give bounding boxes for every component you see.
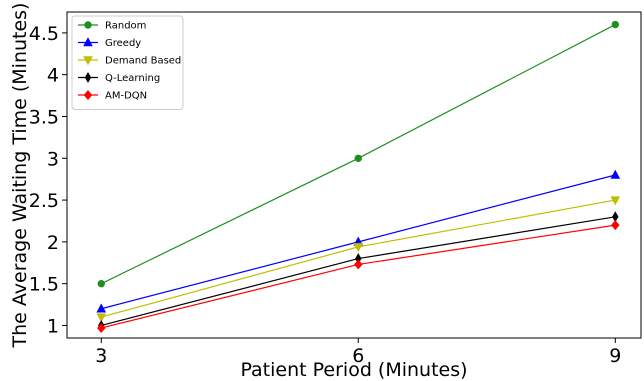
legend-entry-q-learning: Q-Learning [78, 72, 160, 84]
x-tick-label: 3 [95, 345, 107, 367]
legend-label: Greedy [105, 38, 141, 49]
legend-entry-am-dqn: AM-DQN [78, 90, 147, 102]
series-random [97, 20, 619, 288]
y-tick-label: 2 [47, 232, 59, 254]
legend-marker [83, 37, 93, 47]
legend-entry-demand-based: Demand Based [78, 56, 181, 67]
x-axis-ticks: 3 6 9 [95, 338, 621, 367]
legend-marker [84, 21, 92, 29]
data-point-am-dqn [97, 323, 106, 333]
y-tick-label: 3 [47, 148, 59, 170]
x-axis-label: Patient Period (Minutes) [240, 359, 467, 381]
data-point-demand-based [353, 243, 364, 253]
data-point-am-dqn [354, 259, 363, 270]
legend-marker [84, 72, 92, 83]
data-point-random [97, 279, 105, 288]
y-tick-label: 2.5 [29, 190, 59, 212]
y-tick-label: 3.5 [29, 106, 59, 128]
legend-label: Random [105, 21, 146, 32]
data-point-demand-based [96, 313, 107, 323]
y-axis-ticks: 1 1.5 2 2.5 3 3.5 4 4.5 [29, 23, 67, 337]
data-point-random [354, 154, 362, 162]
series-am-dqn [97, 220, 620, 333]
x-tick-label: 9 [609, 345, 621, 367]
data-point-random [611, 20, 619, 29]
legend-label: Q-Learning [105, 73, 160, 84]
data-point-am-dqn [611, 220, 620, 231]
legend-entry-random: Random [78, 21, 146, 32]
series-demand-based [96, 196, 621, 323]
x-tick-label: 6 [352, 345, 364, 367]
legend-marker [83, 56, 93, 66]
y-tick-label: 1.5 [29, 274, 59, 296]
legend-marker [83, 90, 93, 100]
legend-entry-greedy: Greedy [78, 37, 141, 49]
y-tick-label: 4.5 [29, 23, 59, 45]
y-tick-label: 1 [47, 315, 59, 337]
legend-label: Demand Based [105, 56, 181, 67]
plot-area-frame [66, 11, 642, 339]
data-point-demand-based [610, 196, 621, 206]
legend: Random Greedy Demand Based Q-Learning AM-DQN [71, 15, 184, 110]
y-axis-label: The Average Waiting Time (Minutes) [9, 3, 31, 349]
y-tick-label: 4 [47, 65, 59, 87]
legend-label: AM-DQN [105, 91, 147, 102]
legend-box [71, 15, 184, 110]
data-point-greedy [610, 169, 621, 179]
data-point-greedy [96, 303, 107, 313]
series-layer [96, 20, 621, 333]
